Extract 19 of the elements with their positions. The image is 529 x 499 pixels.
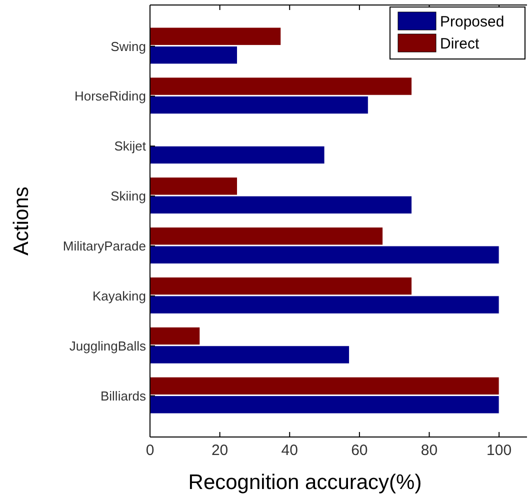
bar xyxy=(150,146,325,164)
legend-label: Proposed xyxy=(440,13,504,30)
y-tick-label: Kayaking xyxy=(92,288,146,304)
y-tick-label: HorseRiding xyxy=(74,88,146,104)
y-tick-label: JugglingBalls xyxy=(69,338,146,354)
x-tick-label: 40 xyxy=(281,442,298,459)
y-axis-title: Actions xyxy=(10,186,33,256)
x-tick-label: 0 xyxy=(146,442,154,459)
y-tick-label: Swing xyxy=(110,38,146,54)
x-tick-label: 100 xyxy=(486,442,512,459)
y-tick-label: Skijet xyxy=(114,138,146,154)
x-tick-label: 20 xyxy=(211,442,228,459)
y-tick-label: Billiards xyxy=(100,388,146,404)
y-tick-label: Skiing xyxy=(110,188,146,204)
x-tick-label: 60 xyxy=(351,442,368,459)
x-axis-title: Recognition accuracy(%) xyxy=(188,471,422,494)
x-tick-label: 80 xyxy=(420,442,438,459)
legend-label: Direct xyxy=(440,35,480,52)
y-tick-label: MilitaryParade xyxy=(62,238,146,254)
